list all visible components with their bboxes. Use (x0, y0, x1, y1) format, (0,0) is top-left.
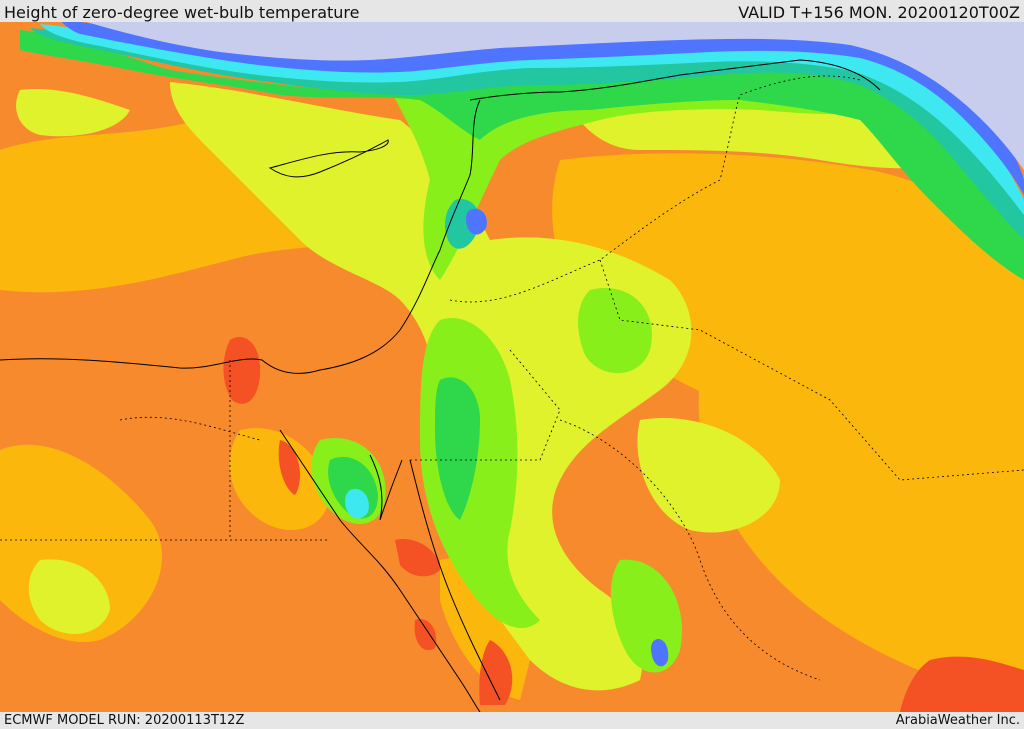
weather-map[interactable] (0, 20, 1024, 712)
country-borders (0, 75, 1024, 681)
field-blue (60, 20, 1024, 667)
footer-bar: ECMWF MODEL RUN: 20200113T12Z ArabiaWeat… (0, 712, 1024, 729)
field-amber (0, 117, 1024, 700)
coastlines (0, 59, 881, 712)
field-cyan (40, 24, 1024, 519)
header-bar: Height of zero-degree wet-bulb temperatu… (0, 0, 1024, 22)
credit-label: ArabiaWeather Inc. (895, 713, 1020, 728)
model-run-label: ECMWF MODEL RUN: 20200113T12Z (4, 713, 245, 728)
weather-map-svg (0, 20, 1024, 712)
field-lavender (80, 20, 1024, 170)
field-red-orange (223, 336, 1024, 712)
map-title: Height of zero-degree wet-bulb temperatu… (4, 3, 360, 22)
valid-time: VALID T+156 MON. 20200120T00Z (738, 3, 1020, 22)
